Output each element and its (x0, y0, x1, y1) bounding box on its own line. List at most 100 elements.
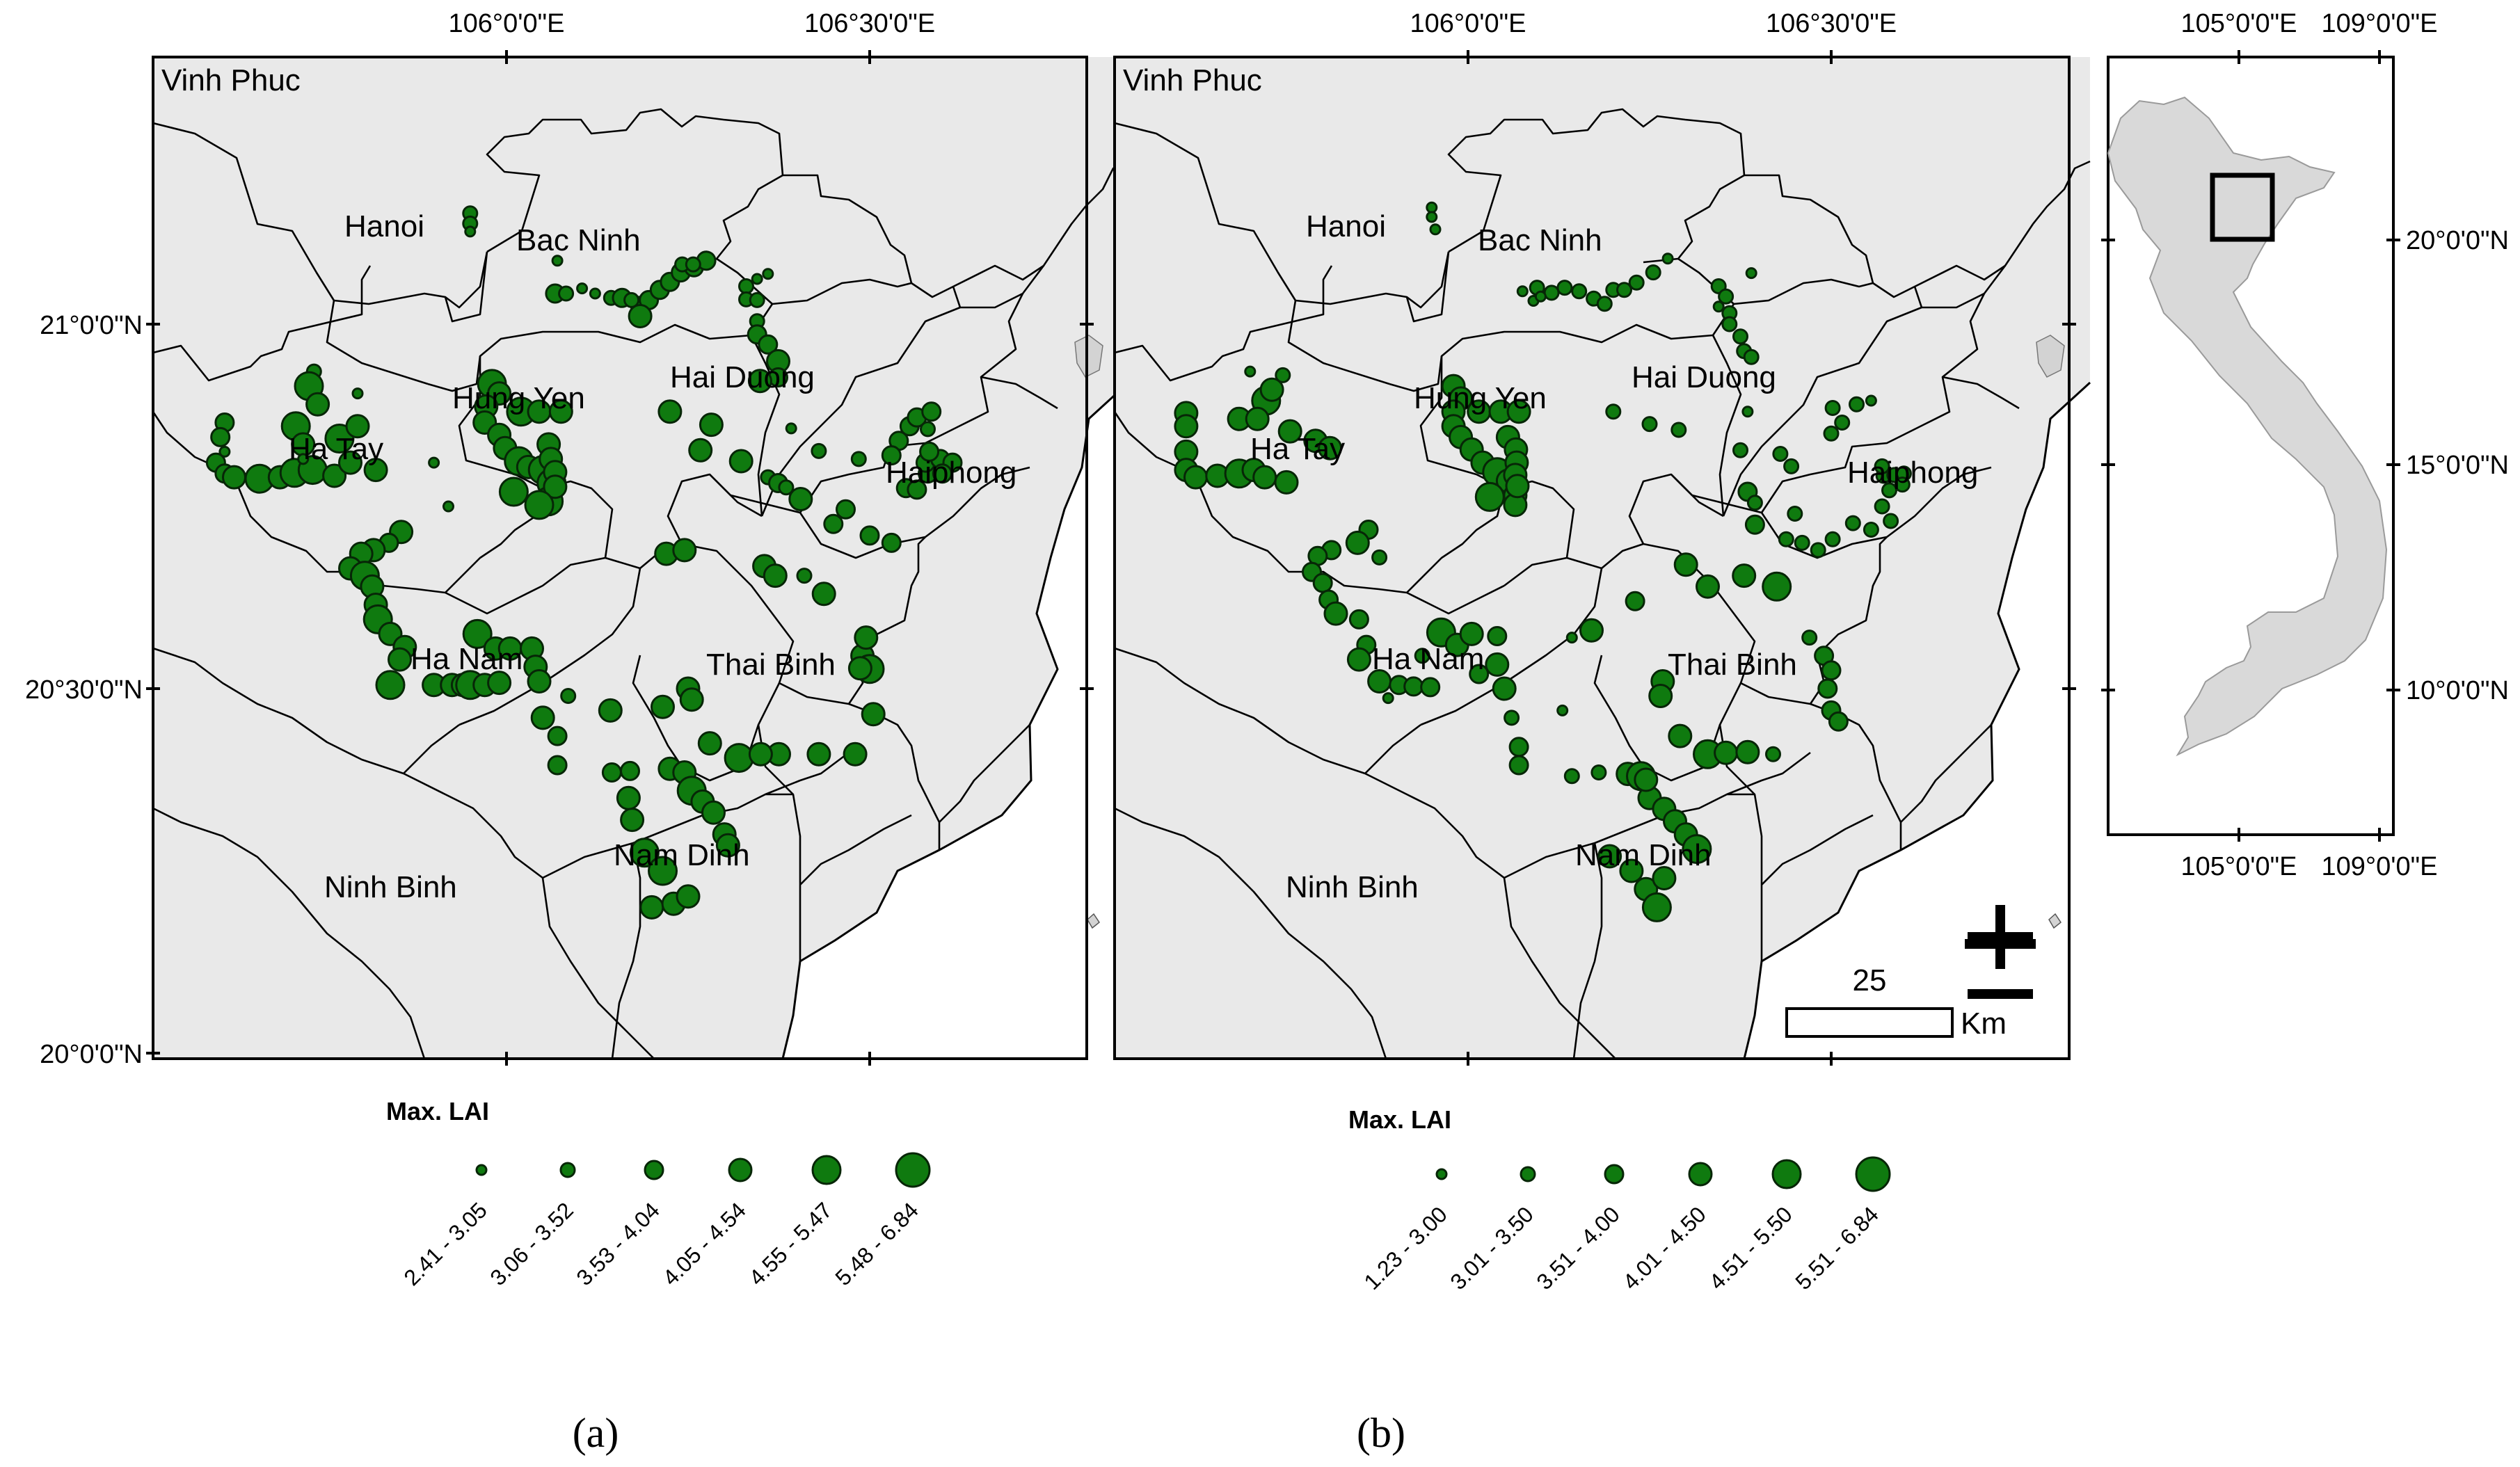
lai-point-a (620, 760, 640, 781)
north-arrow-base (1968, 989, 2033, 999)
label-hai-duong-b: Hai Duong (1632, 360, 1776, 394)
label-vinh-phuc-b: Vinh Phuc (1123, 63, 1262, 97)
lai-point-a (576, 282, 589, 295)
map-panel-a: Vinh Phuc Hanoi Bac Ninh Hai Duong Hung … (152, 56, 1130, 1060)
lai-point-a (763, 563, 788, 588)
lai-point-a (462, 618, 493, 649)
lai-point-b (1661, 252, 1674, 265)
label-haiphong: Haiphong (886, 456, 1016, 490)
lai-point-a (651, 694, 675, 719)
lai-point-a (847, 656, 872, 681)
legend-b-symbol-3 (1688, 1162, 1713, 1187)
lai-point-a (685, 256, 701, 273)
inset-lon-label-bottom-109: 109°0'0"E (2322, 852, 2438, 881)
lai-point-a (881, 445, 902, 466)
lai-points-a (205, 205, 963, 920)
lai-point-b (1801, 630, 1818, 646)
lai-point-b (1556, 704, 1569, 716)
lai-point-b (1625, 591, 1645, 611)
lai-point-b (1670, 422, 1687, 438)
inset-vietnam-outline (2107, 96, 2388, 757)
lai-point-a (697, 731, 722, 756)
lai-point-b (1571, 283, 1588, 300)
lai-point-a (620, 808, 645, 833)
lai-point-a (524, 490, 555, 520)
legend-b-label-1: 3.01 - 3.50 (1445, 1201, 1538, 1294)
lai-point-a (836, 499, 856, 520)
map-frame-a (152, 56, 1088, 1060)
lai-point-b (1382, 692, 1394, 705)
lai-point-a (778, 479, 795, 496)
lat-label-a-21: 21°0'0"N (40, 311, 143, 340)
legend-a-symbol-2 (644, 1160, 664, 1180)
lai-point-a (749, 291, 765, 308)
label-hanoi: Hanoi (344, 209, 424, 243)
label-ninh-binh-b: Ninh Binh (1286, 870, 1419, 904)
lai-point-b (1508, 737, 1529, 757)
lai-point-b (1744, 514, 1765, 535)
legend-b-label-3: 4.01 - 4.50 (1618, 1201, 1711, 1294)
lai-point-b (1469, 664, 1490, 684)
lai-point-b (1634, 767, 1659, 792)
lai-point-b (1348, 609, 1369, 630)
lai-point-b (1597, 844, 1622, 869)
label-thai-binh-b: Thai Binh (1668, 648, 1797, 682)
lai-point-b (1783, 458, 1800, 474)
lai-point-b (1505, 474, 1530, 499)
lai-point-a (548, 399, 573, 424)
legend-a-label-0: 2.41 - 3.05 (399, 1197, 492, 1290)
lai-point-b (1746, 495, 1763, 511)
lai-point-b (1712, 300, 1725, 313)
lai-point-a (345, 414, 370, 439)
lai-point-a (598, 698, 623, 723)
lai-point-b (1823, 425, 1840, 442)
lon-label-a-106: 106°0'0"E (449, 9, 565, 38)
north-arrow-icon (1965, 905, 2036, 969)
lai-point-b (1277, 419, 1302, 444)
label-haiphong-b: Haiphong (1847, 456, 1978, 490)
legend-a-label-5: 5.48 - 6.84 (830, 1197, 923, 1290)
lai-point-a (919, 441, 940, 462)
lai-point-b (1323, 601, 1348, 626)
lai-point-b (1556, 280, 1573, 296)
lai-point-a (558, 285, 575, 302)
lai-point-a (560, 688, 577, 704)
lai-point-b (1403, 676, 1424, 697)
label-hung-yen-b: Hung Yen (1414, 381, 1547, 415)
lai-point-b (1844, 515, 1861, 531)
lai-point-b (1312, 572, 1333, 593)
map-basemap-b (1113, 56, 2091, 1060)
label-ha-nam: Ha Nam (410, 642, 523, 676)
lai-point-b (1772, 446, 1789, 462)
lai-point-b (1346, 647, 1371, 672)
lai-point-a (788, 487, 813, 511)
label-ninh-binh: Ninh Binh (324, 870, 457, 904)
lai-point-a (785, 422, 797, 435)
lai-point-a (616, 785, 641, 810)
lai-point-b (1894, 476, 1911, 493)
axes-b: 106°0'0"E 106°30'0"E (1410, 9, 2076, 1066)
lai-point-a (811, 582, 836, 607)
lai-point-a (811, 442, 827, 459)
legend-b-symbol-0 (1435, 1168, 1448, 1180)
legend-a-symbol-5 (895, 1152, 931, 1188)
lat-label-a-20: 20°0'0"N (40, 1040, 143, 1069)
legend-a-label-2: 3.53 - 4.04 (571, 1197, 664, 1290)
lai-point-a (850, 451, 867, 467)
label-hanoi-b: Hanoi (1306, 209, 1386, 243)
lai-point-b (1787, 506, 1803, 522)
lai-point-b (1641, 416, 1658, 433)
inset-lat-label-20: 20°0'0"N (2406, 226, 2509, 255)
lai-point-b (1174, 414, 1199, 439)
lai-point-a (676, 884, 701, 909)
lai-point-b (1543, 284, 1560, 301)
lai-point-b (1429, 223, 1442, 236)
lai-point-a (363, 458, 388, 483)
lai-point-b (1252, 465, 1277, 490)
lai-point-a (297, 453, 310, 465)
legend-b-symbol-5 (1855, 1156, 1891, 1192)
lai-point-b (1414, 648, 1430, 664)
lai-point-b (1824, 400, 1841, 416)
lai-point-b (1745, 267, 1757, 280)
